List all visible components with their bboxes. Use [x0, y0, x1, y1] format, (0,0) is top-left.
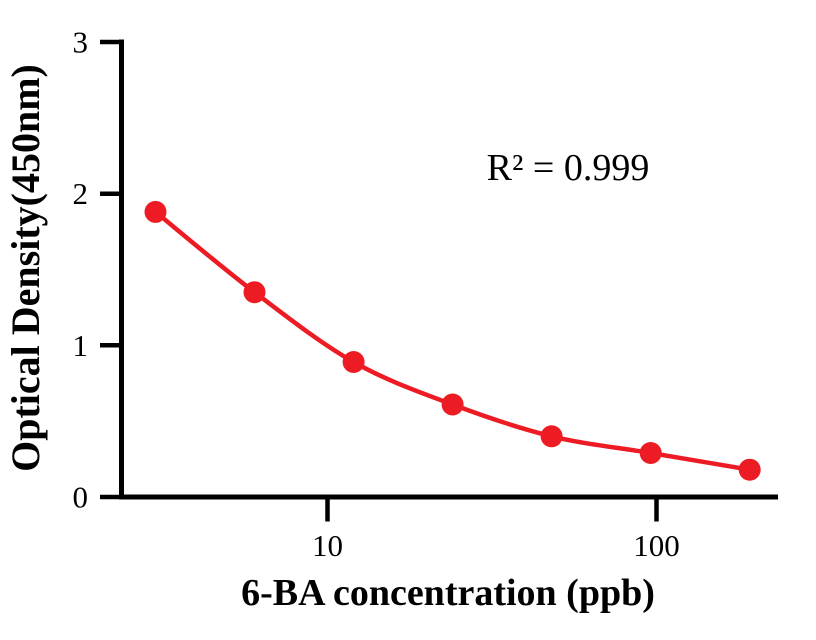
data-point-marker [738, 458, 761, 481]
y-tick-label: 0 [73, 480, 89, 515]
data-point-marker [639, 442, 662, 464]
y-tick-label: 2 [73, 176, 89, 211]
data-points [144, 200, 761, 481]
y-tick-label: 3 [73, 25, 89, 60]
x-axis-title: 6-BA concentration (ppb) [241, 572, 655, 614]
fit-curve-path [153, 209, 752, 472]
fitted-curve [153, 209, 752, 472]
r-squared-annotation: R² = 0.999 [486, 147, 650, 189]
x-tick-label: 10 [312, 528, 343, 563]
y-axis-title: Optical Density(450nm) [3, 64, 48, 472]
data-point-marker [342, 351, 365, 373]
tick-labels: 0 1 2 3 10 100 [73, 25, 680, 564]
data-point-marker [441, 393, 464, 416]
data-point-marker [243, 281, 266, 304]
axes [119, 39, 778, 500]
data-point-marker [144, 200, 167, 223]
axis-ticks [100, 39, 659, 522]
y-tick-label: 1 [73, 328, 89, 363]
data-point-marker [540, 425, 563, 448]
x-tick-label: 100 [633, 528, 680, 563]
